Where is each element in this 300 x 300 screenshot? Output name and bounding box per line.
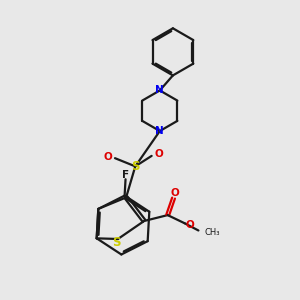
Text: CH₃: CH₃ [204,228,220,237]
Text: S: S [112,236,121,249]
Text: S: S [131,160,140,173]
Text: N: N [155,85,164,95]
Text: O: O [154,149,163,159]
Text: N: N [155,126,164,136]
Text: F: F [122,170,129,180]
Text: O: O [171,188,180,197]
Text: O: O [103,152,112,161]
Text: O: O [186,220,195,230]
